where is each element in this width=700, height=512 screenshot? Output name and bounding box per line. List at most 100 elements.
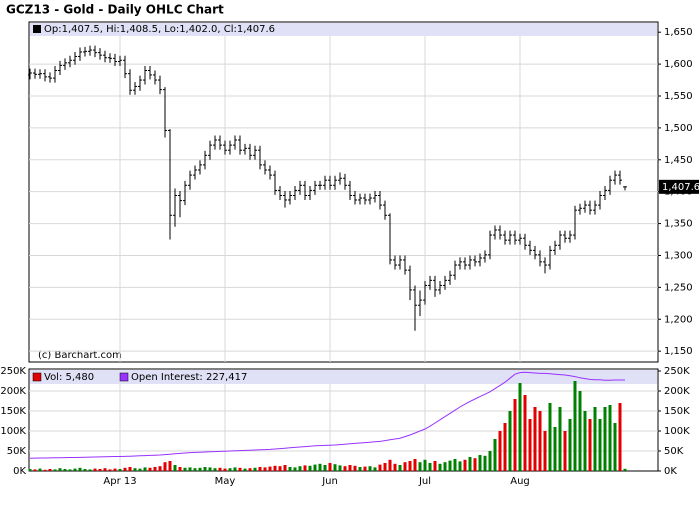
volume-bar xyxy=(408,461,412,471)
volume-bar xyxy=(608,405,612,471)
volume-bar xyxy=(598,419,602,471)
volume-bar xyxy=(558,407,562,471)
volume-bar xyxy=(48,469,52,471)
volume-bar xyxy=(363,466,367,471)
y-tick-label: 250K xyxy=(0,366,26,377)
x-tick-label: Jun xyxy=(321,476,338,487)
grid xyxy=(29,36,658,471)
volume-bar xyxy=(508,411,512,471)
volume-bar xyxy=(268,466,272,471)
volume-bar xyxy=(108,469,112,471)
volume-bar xyxy=(323,465,327,471)
y-tick-label: 150K xyxy=(664,406,690,417)
y-tick-label: 1,500 xyxy=(664,123,693,134)
y-tick-label: 0K xyxy=(13,466,26,477)
volume-bar xyxy=(183,467,187,471)
y-tick-label: 0K xyxy=(664,466,677,477)
volume-bar xyxy=(383,463,387,471)
volume-bar xyxy=(293,467,297,471)
volume-bar xyxy=(263,467,267,471)
price-header-text: Op:1,407.5, Hi:1,408.5, Lo:1,402.0, Cl:1… xyxy=(44,24,275,35)
y-tick-label: 50K xyxy=(7,446,27,457)
x-tick-label: Jul xyxy=(418,476,431,487)
volume-bar xyxy=(533,407,537,471)
volume-bar xyxy=(388,459,392,471)
volume-bar xyxy=(118,469,122,471)
volume-bar xyxy=(483,455,487,471)
volume-bar xyxy=(418,462,422,471)
volume-bar xyxy=(583,411,587,471)
volume-bar xyxy=(453,459,457,471)
volume-bar xyxy=(328,463,332,471)
volume-bar xyxy=(568,419,572,471)
y-tick-label: 100K xyxy=(664,426,690,437)
volume-legend: Vol: 5,480 xyxy=(44,372,94,383)
volume-bar xyxy=(198,467,202,471)
volume-bar xyxy=(83,469,87,471)
x-tick-label: Apr 13 xyxy=(103,476,136,487)
volume-bar xyxy=(283,465,287,471)
volume-bar xyxy=(353,465,357,471)
volume-bar xyxy=(613,423,617,471)
y-tick-label: 1,550 xyxy=(664,91,693,102)
volume-bar xyxy=(468,457,472,471)
volume-bar xyxy=(273,465,277,471)
volume-bar xyxy=(433,461,437,471)
volume-bar xyxy=(398,465,402,471)
last-price-label: 1,407.6 xyxy=(662,182,700,193)
watermark: (c) Barchart.com xyxy=(38,350,122,361)
volume-bar xyxy=(38,468,42,471)
volume-bar xyxy=(203,467,207,471)
volume-bar xyxy=(498,431,502,471)
y-tick-label: 1,300 xyxy=(664,250,693,261)
volume-bar xyxy=(238,467,242,471)
volume-bar xyxy=(493,439,497,471)
volume-bar xyxy=(103,468,107,471)
volume-bar xyxy=(478,455,482,471)
oi-legend-swatch xyxy=(119,372,129,382)
volume-bar xyxy=(338,465,342,471)
volume-bar xyxy=(193,468,197,471)
x-tick-label: Aug xyxy=(510,476,530,487)
volume-panel xyxy=(28,368,659,472)
volume-bar xyxy=(573,381,577,471)
y-tick-label: 1,350 xyxy=(664,219,693,230)
volume-bar xyxy=(53,469,57,471)
volume-bar xyxy=(523,395,527,471)
volume-bar xyxy=(278,466,282,471)
volume-bar xyxy=(343,466,347,471)
volume-bar xyxy=(33,469,37,471)
y-tick-label: 100K xyxy=(0,426,26,437)
volume-bar xyxy=(243,468,247,471)
volume-bar xyxy=(178,467,182,471)
volume-bar xyxy=(458,461,462,471)
volume-bar xyxy=(158,466,162,471)
chart-title: GCZ13 - Gold - Daily OHLC Chart xyxy=(6,3,224,17)
volume-bar xyxy=(138,468,142,471)
volume-bar xyxy=(623,468,627,471)
y-tick-label: 150K xyxy=(0,406,26,417)
volume-bar xyxy=(148,467,152,471)
volume-bar xyxy=(188,467,192,471)
volume-bar xyxy=(333,464,337,471)
volume-bar xyxy=(228,468,232,471)
volume-bar xyxy=(248,468,252,471)
volume-bar xyxy=(553,427,557,471)
volume-bar xyxy=(308,465,312,471)
volume-bar xyxy=(463,459,467,471)
volume-bar xyxy=(173,465,177,471)
volume-bar xyxy=(528,419,532,471)
volume-bar xyxy=(78,467,82,471)
volume-bar xyxy=(68,469,72,471)
volume-bar xyxy=(163,462,167,471)
volume-bar xyxy=(258,467,262,471)
volume-bar xyxy=(593,407,597,471)
volume-bar xyxy=(403,462,407,471)
y-tick-label: 1,650 xyxy=(664,27,693,38)
volume-header-band xyxy=(30,370,657,384)
volume-bar xyxy=(358,467,362,471)
volume-bar xyxy=(318,463,322,471)
volume-bar xyxy=(128,467,132,471)
volume-bar xyxy=(143,467,147,471)
volume-bar xyxy=(213,468,217,471)
